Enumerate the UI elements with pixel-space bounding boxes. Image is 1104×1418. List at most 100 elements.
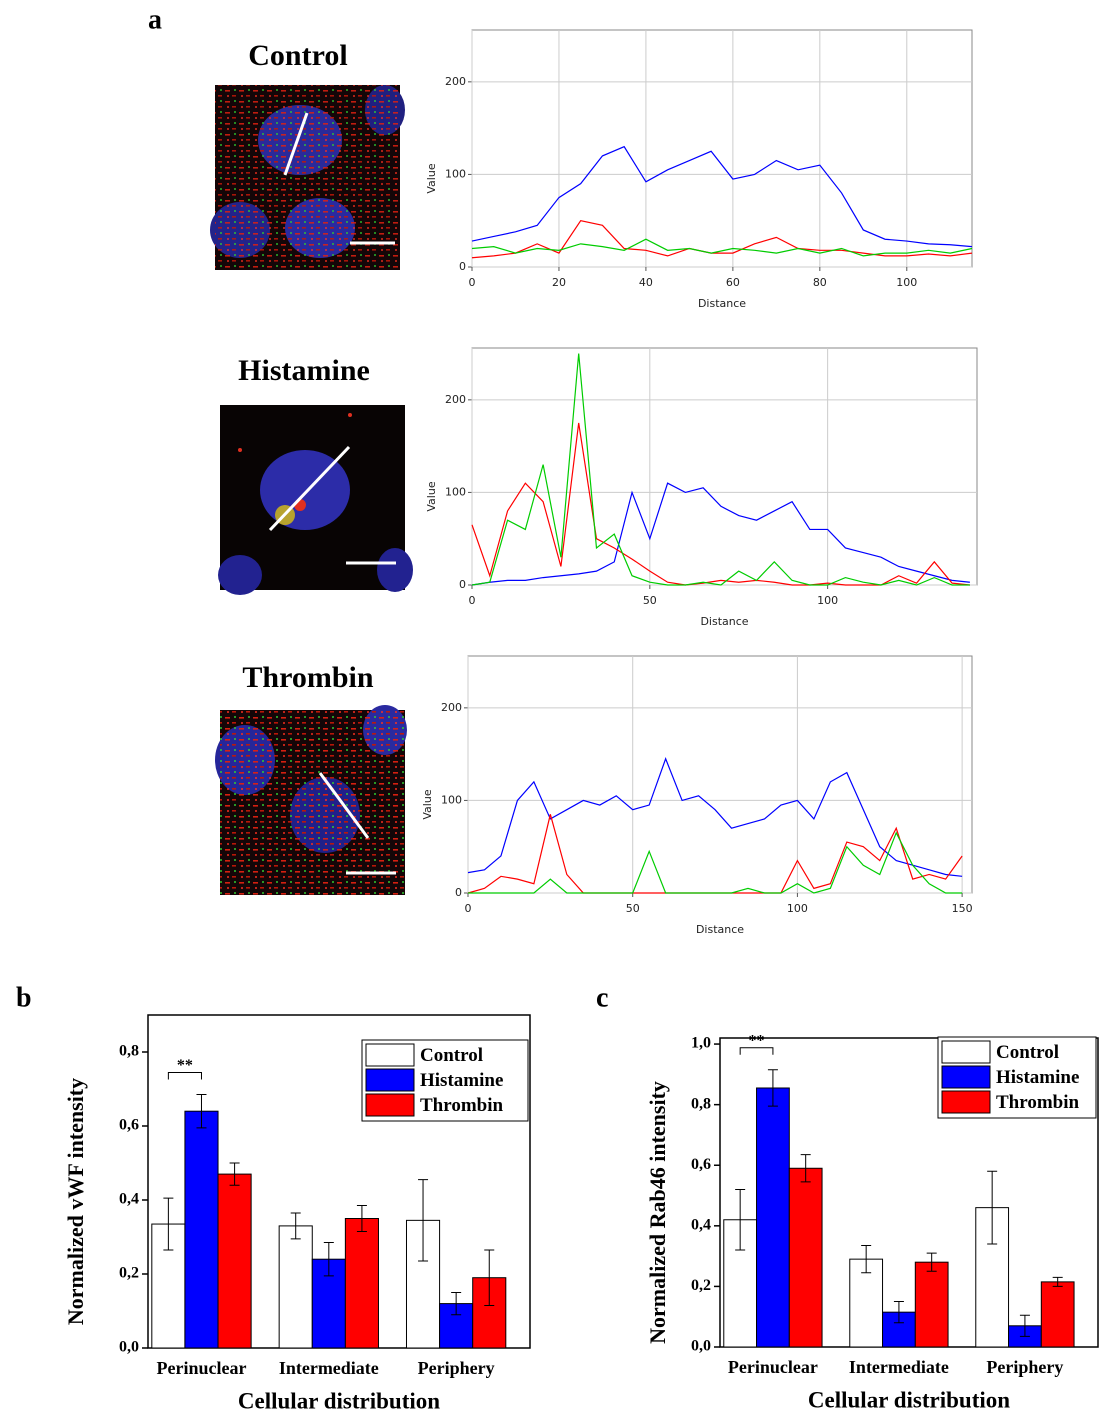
- legend-swatch: [941, 1090, 991, 1114]
- profile-line: [467, 757, 963, 877]
- y-tick-label: 100: [445, 485, 466, 498]
- error-bar: [926, 1252, 937, 1272]
- x-tick-label: 60: [726, 276, 740, 289]
- y-tick-label: 200: [441, 701, 462, 714]
- panel-label: b: [16, 982, 32, 1013]
- error-bar: [1019, 1314, 1030, 1337]
- x-axis-label: Cellular distribution: [238, 1388, 440, 1413]
- y-tick-label: 0,4: [691, 1216, 711, 1233]
- legend-label: Histamine: [420, 1070, 503, 1091]
- profile-line: [471, 238, 973, 257]
- error-bar: [767, 1069, 778, 1107]
- x-axis-label: Cellular distribution: [808, 1387, 1010, 1412]
- y-tick-label: 100: [445, 167, 466, 180]
- y-axis-label: Value: [425, 481, 438, 511]
- micrograph: [218, 405, 413, 595]
- x-tick-label: 50: [643, 594, 657, 607]
- profile-line: [468, 831, 963, 894]
- error-bar: [861, 1245, 872, 1274]
- y-tick-label: 200: [445, 75, 466, 88]
- y-tick-label: 0: [459, 578, 466, 591]
- bar: [278, 1225, 313, 1349]
- x-tick-label: Intermediate: [849, 1357, 949, 1377]
- y-tick-label: 0,2: [691, 1277, 711, 1294]
- x-tick-label: Perinuclear: [728, 1357, 818, 1377]
- legend-label: Thrombin: [420, 1095, 504, 1116]
- legend-label: Histamine: [996, 1067, 1079, 1088]
- profile-line: [471, 145, 973, 248]
- plot-area: [471, 347, 978, 586]
- profile-line: [471, 353, 970, 586]
- y-tick-label: 0,0: [691, 1338, 711, 1355]
- panel-label: a: [148, 4, 162, 35]
- y-tick-label: 0,4: [119, 1191, 139, 1208]
- error-bar: [800, 1154, 811, 1183]
- legend-swatch: [365, 1093, 415, 1117]
- error-bar: [893, 1301, 904, 1324]
- legend-label: Control: [420, 1045, 483, 1066]
- legend-label: Control: [996, 1042, 1059, 1063]
- bar: [849, 1258, 884, 1348]
- error-bar: [418, 1179, 429, 1262]
- error-bar: [323, 1242, 334, 1277]
- bar: [788, 1167, 823, 1348]
- y-tick-label: 0,6: [691, 1156, 711, 1173]
- bar: [344, 1218, 379, 1349]
- error-bar: [484, 1249, 495, 1306]
- panel-label: c: [596, 982, 608, 1013]
- plot-area: [467, 655, 973, 894]
- significance-bracket: [739, 1047, 774, 1055]
- error-bar: [987, 1170, 998, 1245]
- profile-line: [471, 482, 970, 586]
- y-tick-label: 0,8: [691, 1095, 711, 1112]
- y-axis-label: Value: [421, 789, 434, 819]
- error-bar: [735, 1188, 746, 1251]
- image-title: Control: [248, 39, 347, 72]
- y-tick-label: 0,8: [119, 1043, 139, 1060]
- x-tick-label: Periphery: [986, 1357, 1063, 1377]
- legend-swatch: [941, 1065, 991, 1089]
- bar: [184, 1110, 219, 1349]
- image-title: Histamine: [238, 354, 370, 387]
- x-tick-label: 100: [817, 594, 838, 607]
- x-axis-label: Distance: [696, 923, 744, 936]
- x-tick-label: 0: [469, 276, 476, 289]
- error-bar: [163, 1197, 174, 1251]
- x-tick-label: Periphery: [418, 1358, 495, 1378]
- legend-swatch: [365, 1043, 415, 1067]
- x-tick-label: 100: [896, 276, 917, 289]
- x-tick-label: 80: [813, 276, 827, 289]
- x-axis-label: Distance: [700, 615, 748, 628]
- bar: [1040, 1281, 1075, 1348]
- legend-swatch: [941, 1040, 991, 1064]
- x-tick-label: 0: [465, 902, 472, 915]
- x-axis-label: Distance: [698, 297, 746, 310]
- y-axis-label: Normalized vWF intensity: [63, 1078, 88, 1325]
- x-tick-label: 0: [469, 594, 476, 607]
- profile-line: [471, 422, 970, 586]
- error-bar: [1052, 1276, 1063, 1287]
- error-bar: [451, 1292, 462, 1316]
- significance-bracket: [167, 1072, 202, 1080]
- y-tick-label: 100: [441, 793, 462, 806]
- x-tick-label: Intermediate: [279, 1358, 379, 1378]
- y-tick-label: 200: [445, 393, 466, 406]
- x-tick-label: 50: [626, 902, 640, 915]
- y-axis-label: Value: [425, 163, 438, 193]
- x-tick-label: 20: [552, 276, 566, 289]
- plot-area: [471, 29, 973, 268]
- x-tick-label: 150: [952, 902, 973, 915]
- profile-line: [471, 220, 973, 259]
- legend-label: Thrombin: [996, 1092, 1080, 1113]
- annotation: **: [177, 1057, 193, 1074]
- error-bar: [356, 1205, 367, 1232]
- y-tick-label: 0: [455, 886, 462, 899]
- error-bar: [196, 1094, 207, 1129]
- y-tick-label: 1,0: [691, 1035, 711, 1052]
- image-title: Thrombin: [242, 661, 373, 694]
- x-tick-label: 100: [787, 902, 808, 915]
- bar: [756, 1087, 790, 1348]
- legend-swatch: [365, 1068, 415, 1092]
- bar: [217, 1173, 252, 1349]
